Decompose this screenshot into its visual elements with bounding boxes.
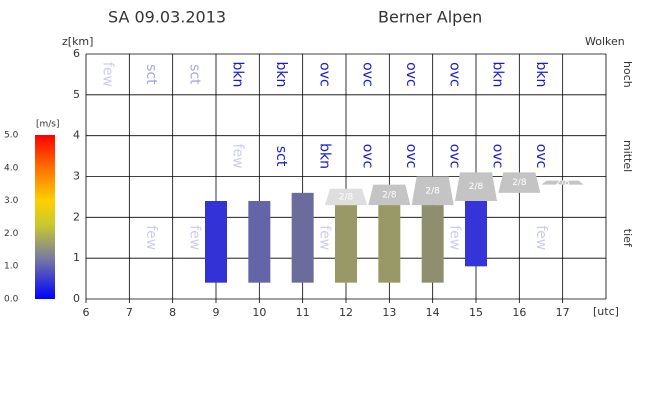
colorbar-tick-label: 2.0 — [4, 229, 19, 239]
x-tick-label: 16 — [512, 306, 526, 319]
cloud-cover: ovc — [490, 144, 506, 169]
y-tick-label: 2 — [73, 210, 80, 223]
x-tick-label: 7 — [126, 306, 133, 319]
cloud-cover: few — [533, 225, 549, 250]
x-tick-label: 14 — [426, 306, 440, 319]
cloud-label: Wolken — [585, 35, 625, 48]
wind-column — [248, 201, 271, 283]
wind-column — [291, 192, 314, 283]
wind-column — [205, 201, 227, 283]
cloud-layer — [541, 180, 584, 185]
x-tick-label: 17 — [556, 306, 570, 319]
cloud-cover: sct — [143, 64, 159, 85]
wind-column — [421, 205, 444, 283]
y-tick-label: 5 — [73, 88, 80, 101]
cloud-layer-label: 2/8 — [555, 178, 570, 188]
cloud-cover: bkn — [533, 61, 549, 87]
cloud-cover: ovc — [446, 62, 462, 87]
cloud-cover: bkn — [316, 143, 332, 169]
level-name: mittel — [621, 140, 634, 172]
date-title: SA 09.03.2013 — [108, 8, 226, 27]
colorbar-tick-label: 1.0 — [4, 262, 19, 272]
cloud-cover: sct — [186, 64, 202, 85]
cloud-cover: ovc — [403, 144, 419, 169]
cloud-cover: ovc — [403, 62, 419, 87]
colorbar-label: [m/s] — [36, 120, 60, 130]
colorbar-tick-label: 3.0 — [4, 196, 19, 206]
cloud-cover: few — [186, 225, 202, 250]
x-tick-label: 11 — [296, 306, 310, 319]
cloud-layer-label: 2/8 — [339, 192, 354, 202]
cloud-layer-label: 2/8 — [469, 182, 484, 192]
cloud-cover: ovc — [360, 62, 376, 87]
y-tick-label: 1 — [73, 251, 80, 264]
cloud-cover: few — [143, 225, 159, 250]
cloud-cover: ovc — [446, 144, 462, 169]
cloud-cover: bkn — [230, 61, 246, 87]
cloud-cover: few — [100, 62, 116, 87]
cloud-cover: bkn — [273, 61, 289, 87]
wind-column — [335, 205, 357, 283]
x-axis-label: [utc] — [593, 305, 619, 318]
cloud-cover: few — [230, 144, 246, 169]
cloud-cover: sct — [273, 146, 289, 167]
cloud-cover: ovc — [316, 62, 332, 87]
x-tick-label: 8 — [169, 306, 176, 319]
cloud-cover: ovc — [533, 144, 549, 169]
cloud-layer-label: 2/8 — [512, 178, 527, 188]
cloud-cover: ovc — [360, 144, 376, 169]
colorbar — [35, 135, 55, 299]
colorbar-tick-label: 0.0 — [4, 295, 19, 305]
cloud-cover: few — [316, 225, 332, 250]
region-title: Berner Alpen — [378, 8, 482, 27]
cloud-layer — [368, 184, 411, 206]
level-name: hoch — [621, 61, 634, 88]
y-tick-label: 3 — [73, 170, 80, 183]
cloud-layer — [455, 172, 497, 201]
x-tick-label: 15 — [469, 306, 483, 319]
y-tick-label: 0 — [73, 292, 80, 305]
x-tick-label: 12 — [339, 306, 353, 319]
y-tick-label: 6 — [73, 47, 80, 60]
level-name: tief — [621, 229, 634, 248]
cloud-layer-label: 2/8 — [425, 186, 440, 196]
colorbar-tick-label: 4.0 — [4, 163, 19, 173]
x-tick-label: 10 — [252, 306, 266, 319]
cloud-cover: bkn — [490, 61, 506, 87]
cloud-layer — [325, 188, 367, 206]
x-tick-label: 6 — [83, 306, 90, 319]
colorbar-tick-label: 5.0 — [4, 131, 19, 141]
cloud-layer-label: 2/8 — [382, 190, 397, 200]
cloud-cover: few — [446, 225, 462, 250]
cloud-layer — [498, 172, 541, 193]
x-tick-label: 9 — [213, 306, 220, 319]
wind-column — [465, 201, 487, 267]
y-tick-label: 4 — [73, 129, 80, 142]
x-tick-label: 13 — [382, 306, 396, 319]
wind-column — [378, 205, 401, 283]
cloud-layer — [411, 176, 454, 206]
y-axis-label: z[km] — [62, 35, 93, 48]
